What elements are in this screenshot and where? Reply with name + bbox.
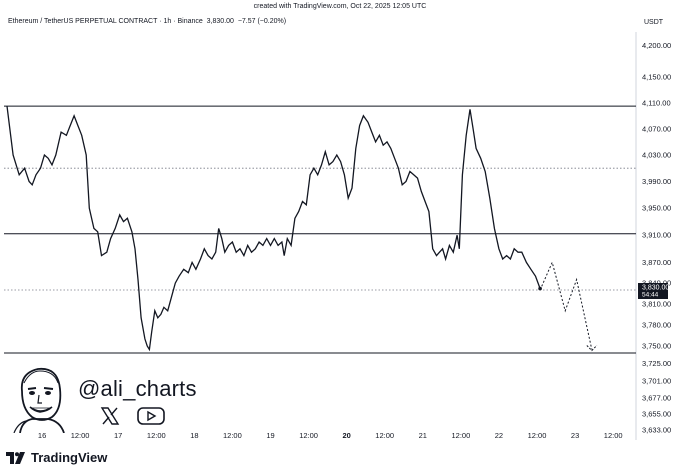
- time-tick-5: 12:00: [223, 431, 242, 440]
- tradingview-wordmark: TradingView: [31, 450, 108, 465]
- price-tick-0: 4,200.00: [642, 41, 671, 50]
- price-tick-6: 3,950.00: [642, 204, 671, 213]
- price-tick-5: 3,990.00: [642, 177, 671, 186]
- price-tick-10: 3,810.00: [642, 299, 671, 308]
- price-tick-13: 3,725.00: [642, 359, 671, 368]
- time-tick-13: 12:00: [528, 431, 547, 440]
- time-tick-12: 22: [495, 431, 503, 440]
- time-tick-4: 18: [190, 431, 198, 440]
- time-tick-8: 20: [343, 431, 351, 440]
- price-tick-11: 3,780.00: [642, 320, 671, 329]
- horizontal-levels: [4, 105, 636, 354]
- tradingview-footer: TradingView: [6, 450, 107, 465]
- time-tick-2: 17: [114, 431, 122, 440]
- projection-arrowhead: [586, 345, 598, 352]
- time-tick-1: 12:00: [71, 431, 90, 440]
- x-icon[interactable]: [100, 406, 120, 426]
- price-tick-2: 4,110.00: [642, 98, 671, 107]
- time-tick-14: 23: [571, 431, 579, 440]
- time-tick-15: 12:00: [604, 431, 623, 440]
- price-tick-16: 3,655.00: [642, 410, 671, 419]
- time-tick-11: 12:00: [452, 431, 471, 440]
- price-tick-14: 3,701.00: [642, 376, 671, 385]
- price-tick-8: 3,870.00: [642, 258, 671, 267]
- price-tick-7: 3,910.00: [642, 231, 671, 240]
- price-series: [6, 106, 598, 352]
- last-price-dot: [538, 286, 542, 291]
- price-label-value: 3,830.00: [642, 285, 669, 292]
- time-tick-10: 21: [419, 431, 427, 440]
- time-axis: 16 12:00 17 12:00 18 12:00 19 12:00 20 12:00 21 12:…: [38, 431, 623, 440]
- time-tick-3: 12:00: [147, 431, 166, 440]
- price-tick-3: 4,070.00: [642, 124, 671, 133]
- author-handle: @ali_charts: [78, 376, 197, 401]
- price-axis: 4,200.00 4,150.00 4,110.00 4,070.00 4,030.00…: [642, 41, 671, 435]
- price-tick-12: 3,750.00: [642, 342, 671, 351]
- tradingview-logo-icon: [6, 451, 25, 464]
- avatar-icon: [13, 367, 65, 433]
- created-caption: created with TradingView.com, Oct 22, 20…: [253, 3, 427, 10]
- price-label: 3,830.00 54:44: [638, 283, 669, 299]
- time-tick-0: 16: [38, 431, 46, 440]
- symbol-title: Ethereum / TetherUS PERPETUAL CONTRACT ·…: [8, 18, 203, 25]
- currency-label: USDT: [644, 19, 664, 26]
- price-tick-15: 3,677.00: [642, 394, 671, 403]
- price-label-countdown: 54:44: [642, 292, 659, 299]
- price-change: −7.57 (−0.20%): [237, 18, 287, 25]
- price-tick-4: 4,030.00: [642, 151, 671, 160]
- last-price: 3,830.00: [206, 18, 234, 25]
- price-label-box: [638, 283, 668, 299]
- projection-line: [539, 260, 593, 350]
- price-tick-17: 3,633.00: [642, 426, 671, 435]
- youtube-icon[interactable]: [136, 406, 166, 426]
- time-tick-7: 12:00: [299, 431, 318, 440]
- symbol-header: Ethereum / TetherUS PERPETUAL CONTRACT ·…: [8, 18, 286, 25]
- price-tick-1: 4,150.00: [642, 73, 671, 82]
- time-tick-6: 19: [266, 431, 274, 440]
- time-tick-9: 12:00: [375, 431, 394, 440]
- price-line: [6, 106, 541, 352]
